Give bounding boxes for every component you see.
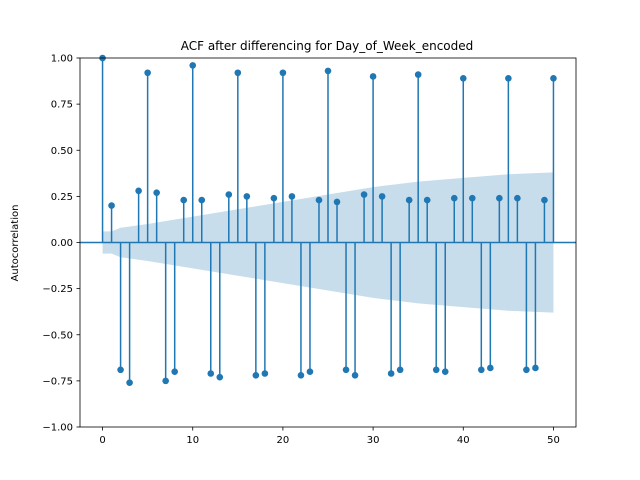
x-tick-label: 0: [99, 435, 105, 446]
chart-title: ACF after differencing for Day_of_Week_e…: [181, 39, 474, 53]
marker-lag-17: [252, 372, 260, 379]
marker-lag-6: [153, 189, 160, 196]
x-tick-label: 40: [457, 435, 470, 446]
marker-lag-45: [505, 74, 512, 82]
marker-lag-34: [405, 196, 413, 204]
marker-lag-50: [550, 74, 557, 82]
marker-lag-33: [396, 366, 404, 374]
marker-lag-20: [279, 69, 287, 77]
marker-lag-35: [414, 71, 422, 78]
marker-lag-11: [198, 196, 206, 204]
y-tick-label: −0.25: [42, 284, 73, 295]
y-tick-label: −1.00: [42, 423, 73, 434]
y-tick-label: 0.75: [51, 100, 73, 111]
y-tick-label: 0.50: [51, 146, 73, 157]
plot-area: 0 10 20 30 40 50 −1.00 −0.75 −0.50 −0.25 0.00 0.25 0…: [42, 54, 577, 446]
x-tick-label: 10: [186, 435, 199, 446]
marker-lag-43: [487, 364, 494, 372]
marker-lag-25: [324, 67, 332, 75]
y-tick-label: 0.25: [51, 192, 73, 203]
marker-lag-40: [459, 74, 467, 82]
marker-lag-1: [108, 202, 115, 209]
marker-lag-42: [478, 366, 485, 374]
marker-lag-21: [288, 193, 296, 200]
y-tick-label: −0.50: [42, 330, 73, 341]
marker-lag-9: [180, 196, 188, 204]
marker-lag-12: [207, 370, 215, 377]
marker-lag-38: [441, 368, 449, 375]
marker-lag-31: [378, 193, 386, 200]
marker-lag-48: [532, 364, 539, 372]
marker-lag-16: [243, 193, 251, 200]
marker-lag-2: [117, 366, 124, 374]
marker-lag-24: [315, 196, 323, 204]
marker-lag-10: [189, 62, 197, 69]
x-tick-label: 20: [277, 435, 290, 446]
marker-lag-47: [523, 366, 530, 374]
marker-lag-7: [162, 377, 169, 385]
marker-lag-26: [333, 198, 341, 206]
marker-lag-32: [387, 370, 395, 377]
marker-lag-41: [468, 194, 476, 202]
marker-lag-39: [450, 194, 458, 202]
marker-lag-15: [234, 69, 242, 77]
marker-lag-44: [496, 194, 503, 202]
marker-lag-8: [171, 368, 178, 375]
marker-lag-27: [342, 366, 350, 374]
marker-lag-19: [270, 194, 278, 202]
x-tick-label: 30: [367, 435, 380, 446]
marker-lag-4: [135, 187, 142, 195]
x-tick-label: 50: [547, 435, 560, 446]
marker-lag-3: [126, 379, 133, 387]
marker-lag-37: [432, 366, 440, 374]
marker-lag-23: [306, 368, 314, 375]
marker-lag-29: [360, 191, 368, 198]
marker-lag-28: [351, 372, 359, 379]
marker-lag-30: [369, 73, 377, 80]
marker-lag-14: [225, 191, 233, 198]
marker-lag-18: [261, 370, 269, 377]
y-tick-label: −0.75: [42, 376, 73, 387]
marker-lag-5: [144, 69, 151, 77]
y-tick-label: 1.00: [51, 54, 73, 65]
marker-lag-13: [216, 373, 224, 381]
marker-lag-49: [541, 196, 548, 204]
marker-lag-36: [423, 196, 431, 204]
y-tick-label: 0.00: [51, 238, 73, 249]
y-axis-label: Autocorrelation: [10, 205, 21, 282]
marker-lag-46: [514, 194, 521, 202]
marker-lag-22: [297, 372, 305, 379]
